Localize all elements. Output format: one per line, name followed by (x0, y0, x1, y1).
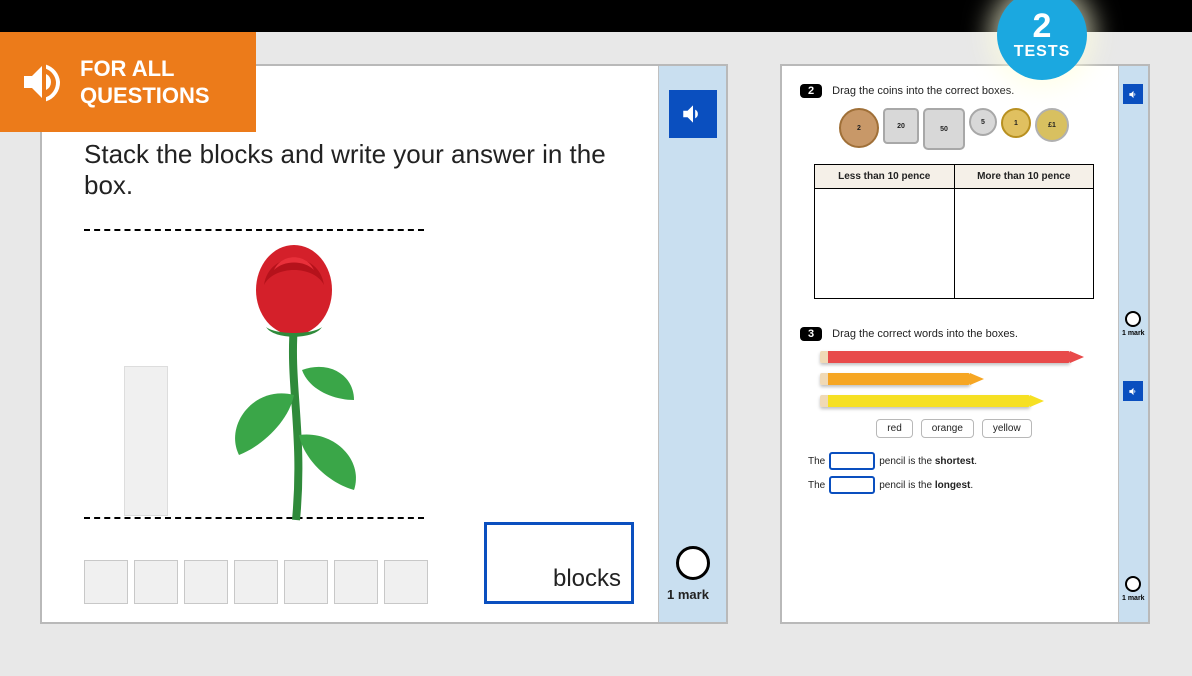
draggable-coin[interactable]: 50 (923, 108, 965, 150)
speaker-icon (1128, 386, 1139, 397)
measurement-area[interactable] (84, 229, 424, 519)
preview-sidebar: 1 mark 1 mark (1118, 66, 1148, 622)
sentence-longest: The pencil is the longest. (808, 476, 1108, 494)
tests-count-label: TESTS (1014, 43, 1071, 61)
q3-mark-circle (1125, 576, 1141, 592)
mark-label: 1 mark (667, 587, 709, 602)
banner-line1: FOR ALL (80, 56, 175, 81)
audio-all-questions-banner[interactable]: FOR ALL QUESTIONS (0, 32, 256, 132)
question-instruction: Stack the blocks and write your answer i… (84, 139, 634, 201)
draggable-coin[interactable]: 2 (839, 108, 879, 148)
flower-image (194, 235, 394, 525)
q2-number: 2 (800, 84, 822, 98)
banner-line2: QUESTIONS (80, 83, 210, 108)
sentence-text: pencil is the longest. (879, 480, 973, 491)
question-panel-main: flower? Stack the blocks and write your … (40, 64, 728, 624)
q3-text: Drag the correct words into the boxes. (832, 328, 1018, 340)
q2-mark-circle (1125, 311, 1141, 327)
draggable-coin[interactable]: 1 (1001, 108, 1031, 138)
sentence-text: The (808, 456, 825, 467)
draggable-coin[interactable]: £1 (1035, 108, 1069, 142)
sentence-text: The (808, 480, 825, 491)
coins-row: 2205051£1 (800, 108, 1108, 150)
sentence-shortest: The pencil is the shortest. (808, 452, 1108, 470)
play-audio-button[interactable] (669, 90, 717, 138)
drop-slot-longest[interactable] (829, 476, 875, 494)
coin-sort-table: Less than 10 pence More than 10 pence (814, 164, 1094, 299)
pencil-image (820, 395, 1030, 407)
answer-suffix-label: blocks (553, 565, 621, 593)
block-stack-area[interactable] (124, 366, 168, 516)
tests-count-number: 2 (1033, 9, 1052, 43)
draggable-block[interactable] (284, 560, 328, 604)
sort-col-less: Less than 10 pence (815, 165, 955, 189)
question-panel-preview: 2 Drag the coins into the correct boxes.… (780, 64, 1150, 624)
q2-text: Drag the coins into the correct boxes. (832, 85, 1014, 97)
q3-header: 3 Drag the correct words into the boxes. (800, 327, 1108, 341)
drop-slot-shortest[interactable] (829, 452, 875, 470)
draggable-block[interactable] (384, 560, 428, 604)
question-content: flower? Stack the blocks and write your … (42, 66, 658, 622)
drop-zone-less[interactable] (815, 189, 955, 299)
draggable-block[interactable] (334, 560, 378, 604)
preview-content: 2 Drag the coins into the correct boxes.… (782, 66, 1118, 622)
pencil-image (820, 351, 1070, 363)
draggable-word-chip[interactable]: yellow (982, 419, 1032, 438)
q3-mark-label: 1 mark (1122, 595, 1145, 602)
q3-audio-button[interactable] (1123, 381, 1143, 401)
draggable-block[interactable] (84, 560, 128, 604)
sort-col-more: More than 10 pence (954, 165, 1094, 189)
pencils-image (820, 351, 1108, 407)
word-chips-row: red orange yellow (800, 419, 1108, 438)
draggable-block[interactable] (184, 560, 228, 604)
sentence-text: pencil is the shortest. (879, 456, 977, 467)
q2-audio-button[interactable] (1123, 84, 1143, 104)
speaker-icon (18, 58, 66, 106)
speaker-icon (680, 101, 706, 127)
mark-indicator-circle (676, 546, 710, 580)
draggable-word-chip[interactable]: red (876, 419, 912, 438)
answer-input-box[interactable]: blocks (484, 522, 634, 604)
draggable-coin[interactable]: 5 (969, 108, 997, 136)
draggable-block[interactable] (134, 560, 178, 604)
q2-header: 2 Drag the coins into the correct boxes. (800, 84, 1108, 98)
block-tray (84, 560, 428, 604)
q2-mark-label: 1 mark (1122, 330, 1145, 337)
draggable-block[interactable] (234, 560, 278, 604)
drop-zone-more[interactable] (954, 189, 1094, 299)
banner-text: FOR ALL QUESTIONS (80, 55, 210, 110)
speaker-icon (1128, 89, 1139, 100)
question-sidebar: 1 mark (658, 66, 726, 622)
draggable-coin[interactable]: 20 (883, 108, 919, 144)
pencil-image (820, 373, 970, 385)
q3-number: 3 (800, 327, 822, 341)
draggable-word-chip[interactable]: orange (921, 419, 974, 438)
